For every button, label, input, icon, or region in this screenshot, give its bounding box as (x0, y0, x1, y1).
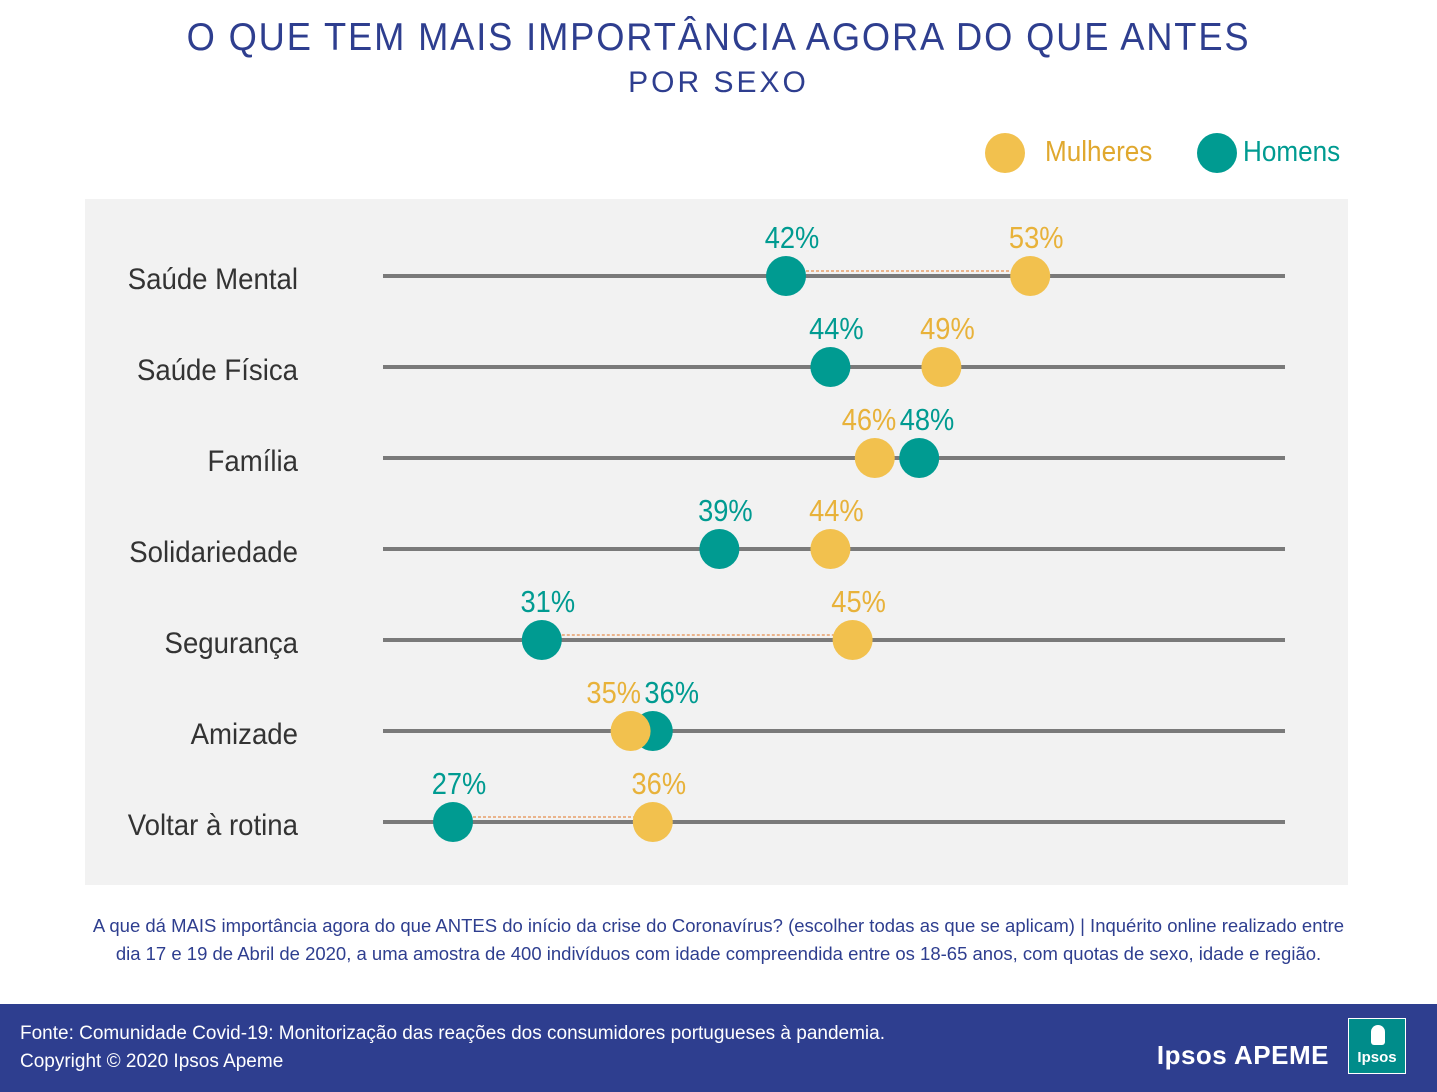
category-label: Segurança (165, 627, 299, 660)
category-label: Saúde Física (137, 354, 299, 387)
women-dot (832, 620, 873, 660)
row-saude-fisica: Saúde Física 49% 44% (137, 312, 1285, 387)
women-value-label: 36% (632, 767, 687, 801)
women-dot (854, 438, 895, 478)
men-value-label: 36% (644, 676, 699, 710)
copyright-text: Copyright © 2020 Ipsos Apeme (20, 1051, 284, 1072)
men-dot (433, 802, 473, 842)
ipsos-logo-mark-icon (1371, 1025, 1385, 1045)
survey-note: A que dá MAIS importância agora do que A… (60, 912, 1377, 968)
legend: Mulheres Homens (985, 133, 1365, 173)
women-value-label: 53% (1009, 221, 1064, 255)
row-solidariedade: Solidariedade 44% 39% (129, 494, 1285, 569)
legend-men-label: Homens (1243, 136, 1341, 168)
men-value-label: 48% (900, 403, 955, 437)
men-value-label: 39% (698, 494, 753, 528)
men-dot (766, 256, 806, 296)
women-value-label: 35% (586, 676, 641, 710)
men-dot (899, 438, 940, 478)
chart-title: O QUE TEM MAIS IMPORTÂNCIA AGORA DO QUE … (186, 16, 1251, 59)
brand-name: Ipsos APEME (1156, 1040, 1329, 1070)
footer-source: Fonte: Comunidade Covid-19: Monitorizaçã… (20, 1020, 885, 1076)
survey-note-line-1: A que dá MAIS importância agora do que A… (92, 915, 1345, 936)
survey-note-line-2: dia 17 e 19 de Abril de 2020, a uma amos… (115, 943, 1322, 964)
chart-subtitle: POR SEXO (628, 66, 809, 99)
legend-men-swatch (1197, 133, 1237, 173)
legend-women-label: Mulheres (1045, 136, 1153, 168)
category-label: Solidariedade (129, 536, 298, 569)
men-dot (521, 620, 562, 660)
women-dot (632, 802, 673, 842)
row-familia: Família 46% 48% (208, 403, 1285, 478)
row-seguranca: Segurança 45% 31% (165, 585, 1285, 660)
women-dot (610, 711, 651, 751)
men-value-label: 27% (432, 767, 487, 801)
row-voltar-a-rotina: Voltar à rotina 36% 27% (128, 767, 1285, 842)
category-label: Saúde Mental (128, 263, 298, 296)
category-label: Família (208, 445, 299, 478)
category-label: Voltar à rotina (128, 809, 299, 842)
footer: Fonte: Comunidade Covid-19: Monitorizaçã… (0, 1004, 1437, 1092)
ipsos-logo: Ipsos (1348, 1018, 1406, 1074)
row-saude-mental: Saúde Mental 53% 42% (128, 221, 1285, 296)
men-value-label: 44% (809, 312, 864, 346)
women-value-label: 49% (920, 312, 975, 346)
women-value-label: 45% (831, 585, 886, 619)
men-dot (699, 529, 740, 569)
men-value-label: 42% (765, 221, 820, 255)
legend-women-swatch (985, 133, 1025, 173)
women-dot (921, 347, 962, 387)
women-value-label: 46% (842, 403, 897, 437)
men-dot (810, 347, 851, 387)
women-dot (1010, 256, 1051, 296)
women-value-label: 44% (809, 494, 864, 528)
men-value-label: 31% (521, 585, 576, 619)
category-label: Amizade (191, 718, 298, 751)
row-amizade: Amizade 35% 36% (191, 676, 1285, 751)
source-text: Fonte: Comunidade Covid-19: Monitorizaçã… (20, 1023, 885, 1044)
ipsos-logo-text: Ipsos (1357, 1049, 1397, 1066)
women-dot (810, 529, 851, 569)
